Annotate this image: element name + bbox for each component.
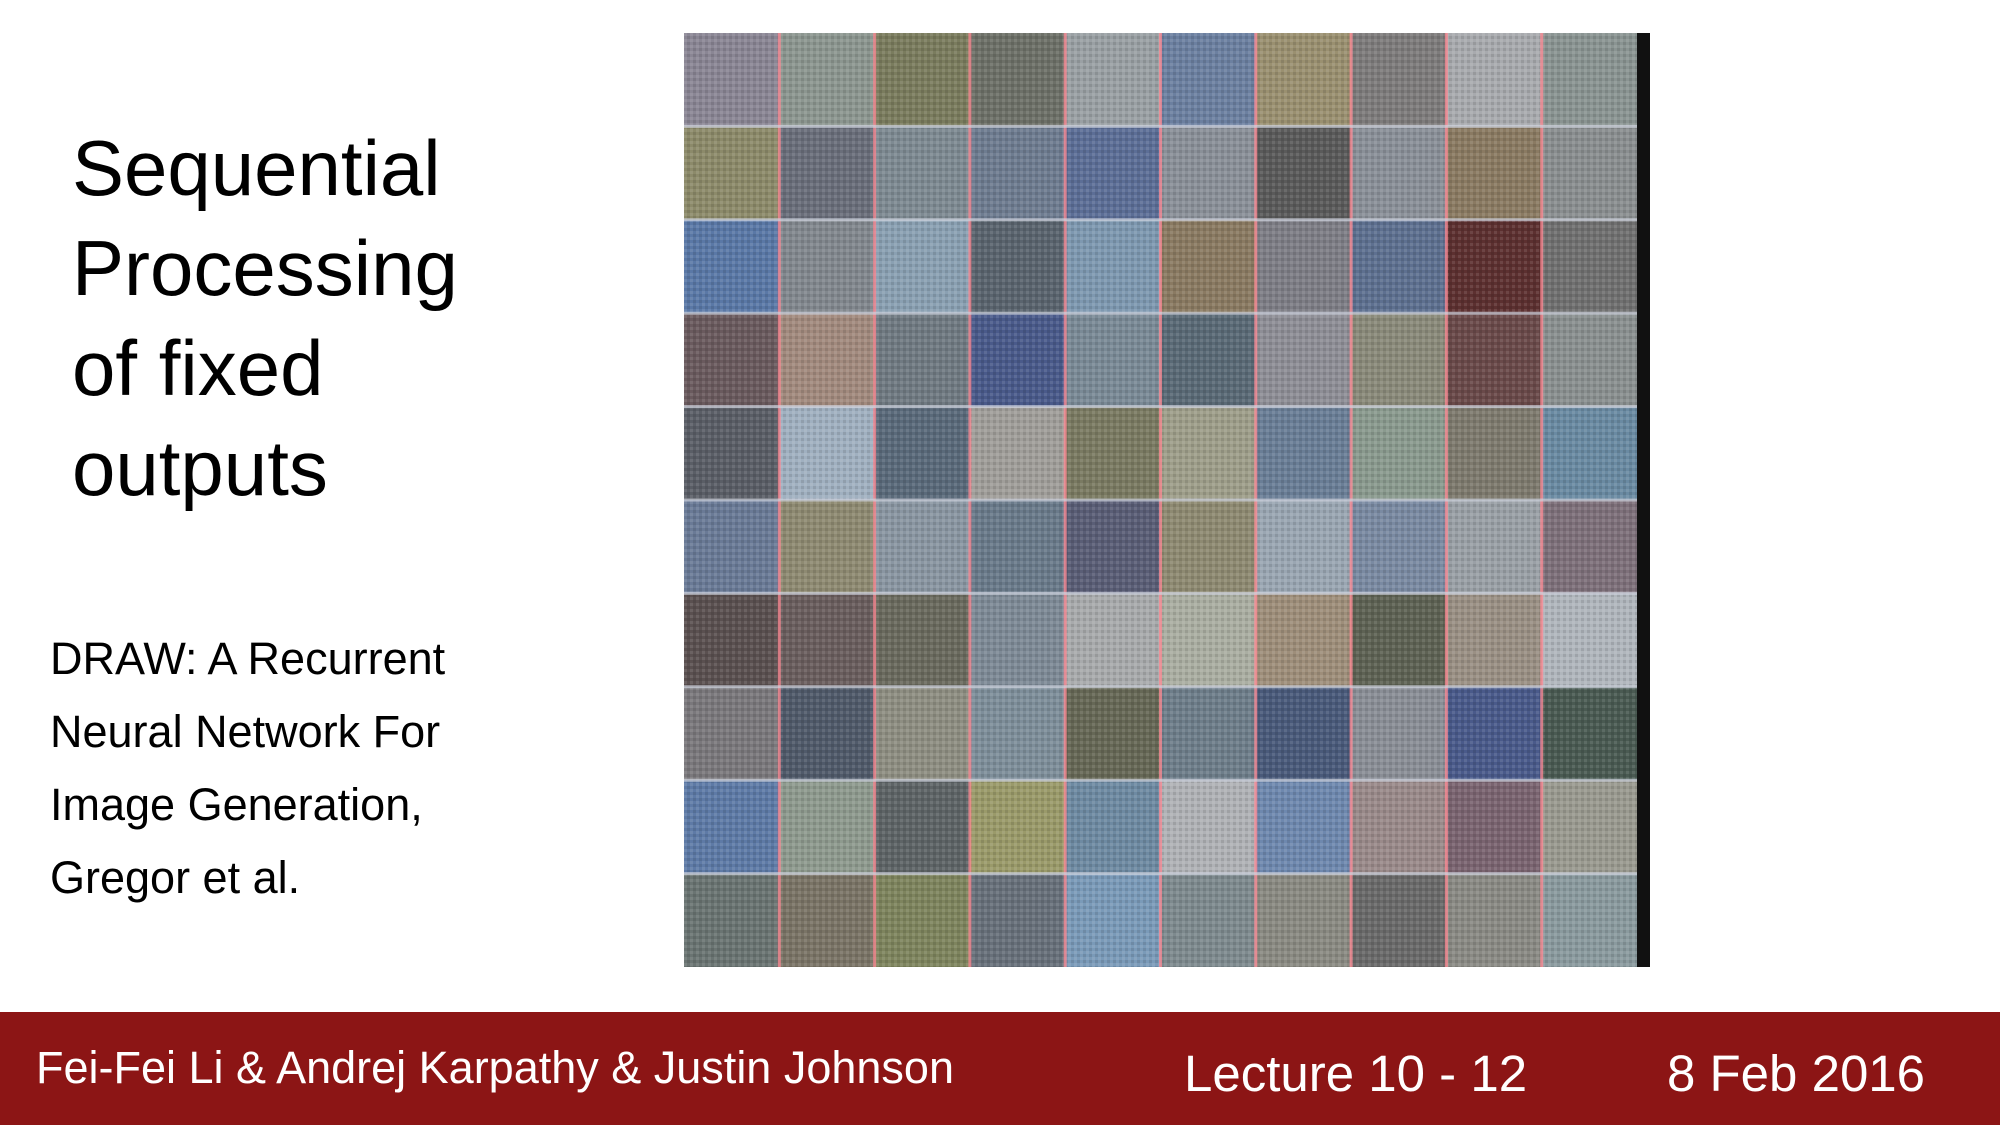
footer-authors: Fei-Fei Li & Andrej Karpathy & Justin Jo… xyxy=(36,1042,954,1093)
paper-citation: DRAW: A Recurrent Neural Network For Ima… xyxy=(50,622,650,914)
slide-title: Sequential Processing of fixed outputs xyxy=(72,118,632,518)
footer-date: 8 Feb 2016 xyxy=(1667,1045,1926,1102)
slide-title-line: of fixed xyxy=(72,324,324,412)
image-border xyxy=(1637,33,1650,967)
citation-line: Gregor et al. xyxy=(50,852,301,903)
slide-title-line: outputs xyxy=(72,424,328,512)
footer-lecture-number: Lecture 10 - 12 xyxy=(1184,1045,1528,1102)
citation-line: DRAW: A Recurrent xyxy=(50,633,446,684)
citation-line: Image Generation, xyxy=(50,779,423,830)
slide-footer: Fei-Fei Li & Andrej Karpathy & Justin Jo… xyxy=(0,1012,2000,1125)
citation-line: Neural Network For xyxy=(50,706,441,757)
image-grid-canvas xyxy=(684,33,1650,967)
slide-title-line: Processing xyxy=(72,224,458,312)
slide-title-line: Sequential xyxy=(72,124,441,212)
draw-generated-image-grid xyxy=(684,33,1650,967)
